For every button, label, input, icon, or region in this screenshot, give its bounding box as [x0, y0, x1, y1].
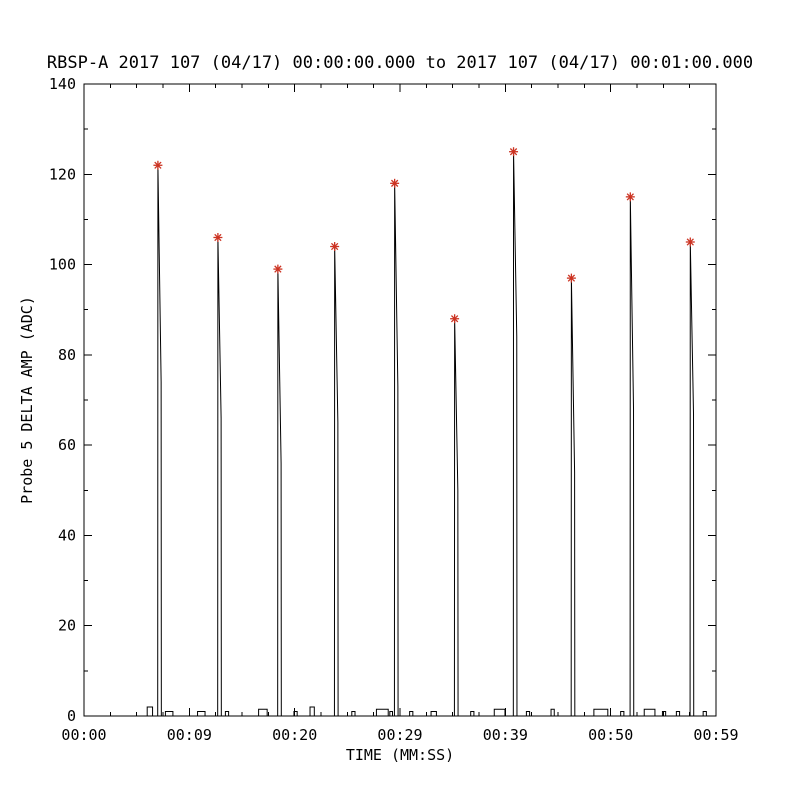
- y-axis-label: Probe 5 DELTA AMP (ADC): [18, 296, 36, 504]
- y-tick-label: 0: [67, 707, 76, 725]
- peak-asterisk-marker: [450, 314, 460, 324]
- peak-asterisk-marker: [330, 242, 340, 252]
- peak-asterisk-marker: [685, 237, 695, 247]
- peak-asterisk-marker: [390, 178, 400, 188]
- x-tick-label: 00:39: [483, 726, 528, 744]
- data-line: [84, 151, 716, 717]
- tick-labels: 00:00 00:09 00:20 00:29 00:39 00:50 00:59 0 20 40…: [49, 75, 739, 744]
- peak-markers: [153, 147, 695, 324]
- y-tick-label: 40: [58, 526, 76, 544]
- x-axis-label: TIME (MM:SS): [346, 746, 454, 764]
- x-tick-label: 00:00: [61, 726, 106, 744]
- x-tick-label: 00:50: [588, 726, 633, 744]
- plot-frame: [83, 83, 717, 717]
- peak-asterisk-marker: [509, 147, 519, 157]
- chart-title: RBSP-A 2017 107 (04/17) 00:00:00.000 to …: [47, 53, 753, 73]
- signal-polyline: [84, 151, 716, 717]
- peak-asterisk-marker: [153, 160, 163, 170]
- x-tick-label: 00:09: [167, 726, 212, 744]
- y-tick-label: 80: [58, 346, 76, 364]
- x-tick-label: 00:59: [693, 726, 738, 744]
- peak-asterisk-marker: [566, 273, 576, 283]
- axes-box: [83, 83, 717, 717]
- y-tick-label: 100: [49, 256, 76, 274]
- peak-asterisk-marker: [625, 192, 635, 202]
- y-tick-label: 120: [49, 165, 76, 183]
- peak-asterisk-marker: [213, 232, 223, 242]
- x-tick-label: 00:20: [272, 726, 317, 744]
- peak-asterisk-marker: [273, 264, 283, 274]
- y-tick-label: 140: [49, 75, 76, 93]
- y-tick-label: 60: [58, 436, 76, 454]
- y-tick-label: 20: [58, 617, 76, 635]
- x-tick-label: 00:29: [377, 726, 422, 744]
